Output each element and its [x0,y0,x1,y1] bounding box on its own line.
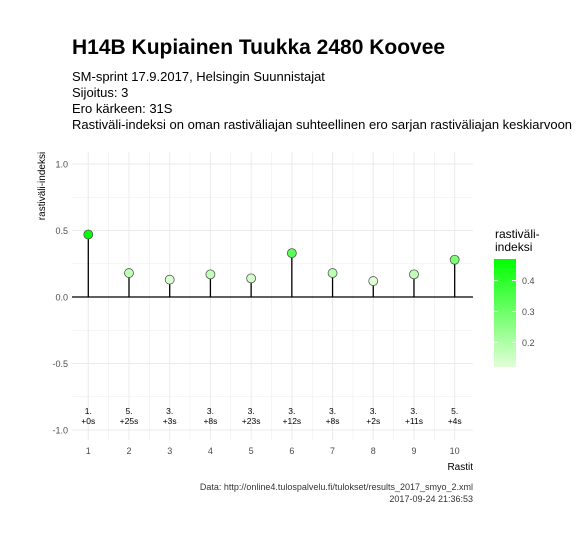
x-tick-label: 6 [289,446,294,456]
split-label: +8s [203,416,217,426]
split-label: +23s [242,416,261,426]
chart-subtitle: SM-sprint 17.9.2017, Helsingin Suunnista… [72,69,572,132]
split-label: +2s [366,416,380,426]
x-tick-label: 1 [86,446,91,456]
grid [72,152,473,440]
subtitle-line: SM-sprint 17.9.2017, Helsingin Suunnista… [72,69,325,84]
x-tick-label: 9 [411,446,416,456]
lollipop-point [368,276,379,286]
subtitle-line: Ero kärkeen: 31S [72,101,173,116]
y-tick-label: -0.5 [52,359,68,369]
point-labels: 1.+0s5.+25s3.+3s3.+8s3.+23s3.+12s3.+8s3.… [81,406,461,426]
split-label: 3. [166,406,173,416]
caption-line: 2017-09-24 21:36:53 [389,494,473,504]
subtitle-line: Rastiväli-indeksi on oman rastiväliajan … [72,117,572,132]
split-label: +8s [326,416,340,426]
lollipop-point [246,273,257,284]
split-label: +12s [283,416,302,426]
split-label: +0s [81,416,95,426]
caption-line: Data: http://online4.tulospalvelu.fi/tul… [200,482,473,492]
legend-title: rastiväli- [495,227,540,241]
x-tick-label: 8 [371,446,376,456]
split-label: +25s [120,416,139,426]
split-label: 1. [85,406,92,416]
y-tick-label: 1.0 [55,160,68,170]
x-tick-label: 7 [330,446,335,456]
chart-title: H14B Kupiainen Tuukka 2480 Koovee [72,36,445,59]
legend-tick-label: 0.2 [522,338,535,348]
data-points [83,229,460,286]
lollipop-point [164,274,175,285]
x-tick-label: 10 [450,446,460,456]
x-tick-label: 2 [126,446,131,456]
y-tick-label: -1.0 [52,426,68,436]
legend-tick-label: 0.3 [522,307,535,317]
split-label: +11s [405,416,423,426]
split-label: +3s [163,416,177,426]
split-label: 5. [125,406,132,416]
lollipop-point [327,268,338,278]
chart-caption: Data: http://online4.tulospalvelu.fi/tul… [200,482,473,504]
x-axis-label: Rastit [447,462,473,473]
y-tick-label: 0.0 [55,293,68,303]
split-label: 3. [410,406,417,416]
x-tick-label: 5 [249,446,254,456]
lollipop-point [205,269,216,280]
split-label: 3. [288,406,295,416]
split-label: +4s [448,416,462,426]
y-axis-ticks: -1.0 -0.5 0.0 0.5 1.0 [52,160,68,436]
split-label: 3. [329,406,336,416]
x-tick-label: 3 [167,446,172,456]
color-legend: rastiväli-indeksi 0.2 0.3 0.4 [494,227,540,367]
legend-title: indeksi [495,240,532,254]
split-label: 5. [451,406,458,416]
lollipop-point [409,269,419,280]
lollipop-point [449,254,460,265]
split-label: 3. [207,406,214,416]
legend-tick-label: 0.4 [522,276,535,286]
x-tick-label: 4 [208,446,213,456]
y-tick-label: 0.5 [55,226,68,236]
x-axis-ticks: 1 2 3 4 5 6 7 8 9 10 [86,446,460,456]
lollipop-point [124,268,134,278]
subtitle-line: Sijoitus: 3 [72,85,128,100]
split-label: 3. [248,406,255,416]
legend-colorbar [494,259,516,367]
lollipop-point [83,229,94,240]
split-label: 3. [370,406,377,416]
lollipop-point [286,248,297,259]
y-axis-label: rastiväli-indeksi [37,152,48,220]
